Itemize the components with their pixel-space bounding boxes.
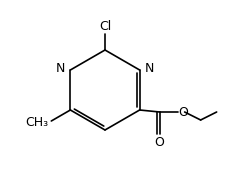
Text: O: O xyxy=(155,136,164,149)
Text: Cl: Cl xyxy=(99,20,111,33)
Text: CH₃: CH₃ xyxy=(25,116,48,129)
Text: N: N xyxy=(56,62,65,75)
Text: N: N xyxy=(145,62,154,75)
Text: O: O xyxy=(179,106,188,119)
